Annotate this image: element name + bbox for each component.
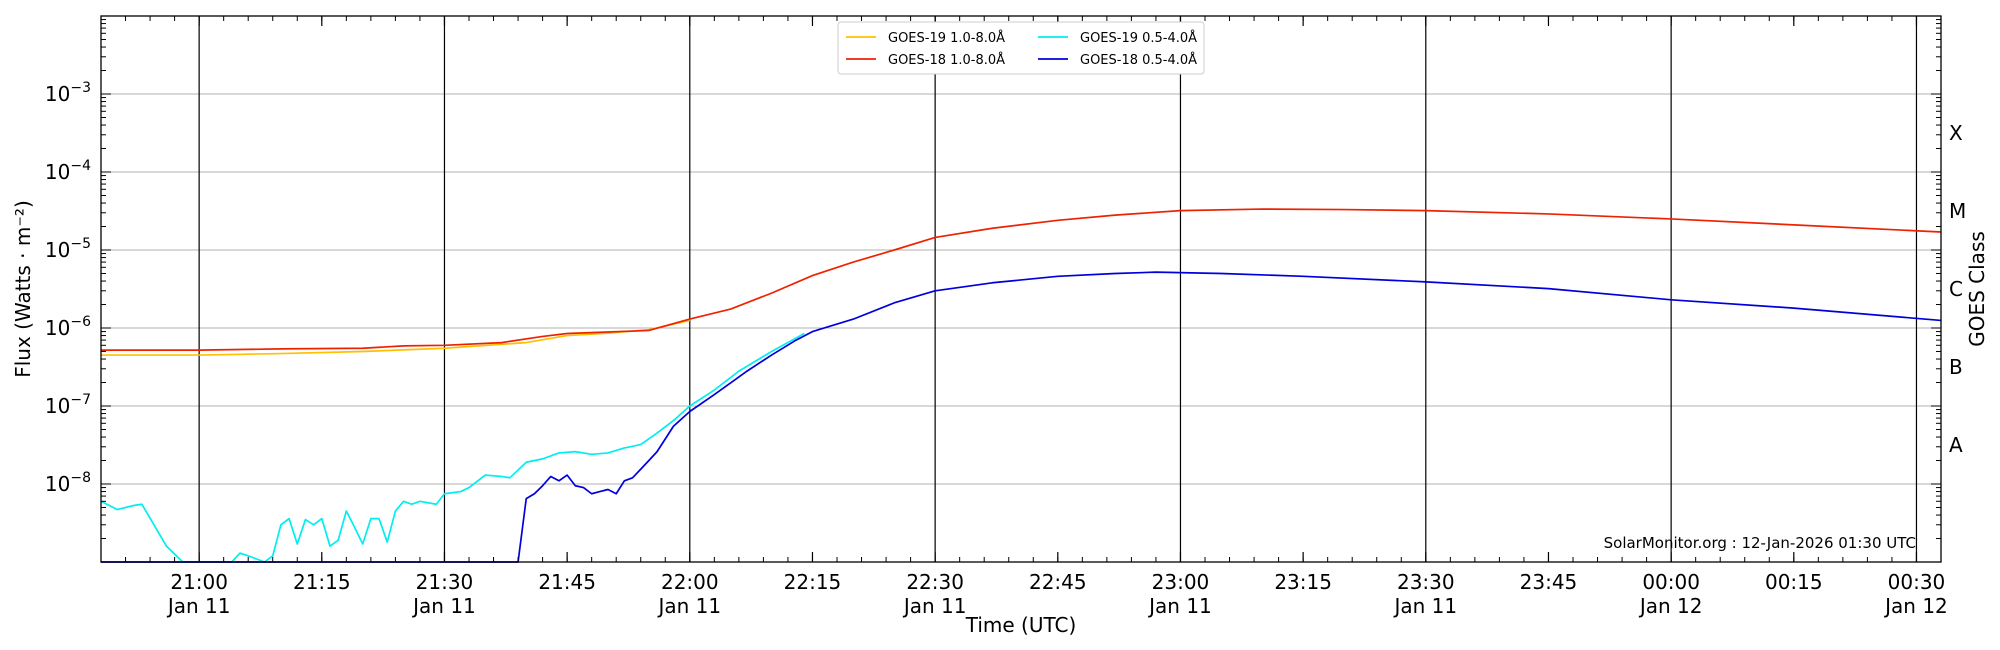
x-tick-label: 21:30 (416, 570, 474, 594)
series-layer (100, 208, 1942, 563)
y-tick-label: 10−3 (45, 80, 91, 106)
x-tick-label: 22:00 (661, 570, 719, 594)
x-tick-date-label: Jan 11 (1147, 594, 1212, 618)
y-tick-label: 10−5 (45, 236, 91, 262)
legend-label: GOES-18 1.0-8.0Å (888, 52, 1005, 68)
legend-box (837, 21, 1205, 75)
grid-layer (101, 15, 1941, 563)
legend: GOES-19 1.0-8.0Å GOES-19 0.5-4.0Å GOES-18 … (837, 21, 1205, 75)
y-tick-label: 10−4 (45, 158, 91, 184)
x-tick-date-label: Jan 12 (1638, 594, 1703, 618)
x-tick-date-label: Jan 11 (1392, 594, 1457, 618)
x-tick-label: 00:30 (1888, 570, 1946, 594)
plot-frame (100, 15, 1942, 563)
x-tick-label: 00:15 (1765, 570, 1823, 594)
x-tick-label: 21:00 (170, 570, 228, 594)
x-tick-label: 23:15 (1274, 570, 1332, 594)
x-tick-label: 23:45 (1520, 570, 1578, 594)
y-tick-label: 10−7 (45, 392, 91, 418)
series-line (100, 332, 805, 563)
legend-label: GOES-19 1.0-8.0Å (888, 30, 1005, 46)
x-tick-date-label: Jan 11 (166, 594, 231, 618)
x-tick-date-label: Jan 11 (411, 594, 476, 618)
x-tick-date-label: Jan 11 (902, 594, 967, 618)
x-tick-label: 21:45 (538, 570, 596, 594)
label-layer: Time (UTC) Flux (Watts · m⁻²) GOES Class… (11, 200, 1989, 637)
y-tick-label: 10−6 (45, 314, 91, 340)
right-axis-label: GOES Class (1965, 231, 1989, 347)
x-axis-label: Time (UTC) (965, 613, 1077, 637)
goes-class-label: A (1949, 433, 1963, 457)
goes-class-label: M (1949, 199, 1966, 223)
x-tick-date-label: Jan 11 (656, 594, 721, 618)
x-tick-label: 22:45 (1029, 570, 1087, 594)
series-line (101, 208, 1942, 351)
x-tick-label: 21:15 (293, 570, 351, 594)
y-tick-label: 10−8 (45, 470, 91, 496)
legend-label: GOES-19 0.5-4.0Å (1080, 30, 1197, 46)
y-axis-label: Flux (Watts · m⁻²) (11, 200, 35, 378)
x-tick-label: 23:00 (1152, 570, 1210, 594)
goes-class-label: B (1949, 355, 1963, 379)
goes-class-label: X (1949, 121, 1963, 145)
x-tick-label: 23:30 (1397, 570, 1455, 594)
x-tick-date-label: Jan 12 (1883, 594, 1948, 618)
x-tick-label: 22:15 (784, 570, 842, 594)
watermark-text: SolarMonitor.org : 12-Jan-2026 01:30 UTC (1604, 534, 1916, 552)
x-tick-label: 22:30 (906, 570, 964, 594)
legend-label: GOES-18 0.5-4.0Å (1080, 52, 1197, 68)
goes-class-label: C (1949, 277, 1963, 301)
x-tick-label: 00:00 (1642, 570, 1700, 594)
series-line (101, 271, 1942, 563)
